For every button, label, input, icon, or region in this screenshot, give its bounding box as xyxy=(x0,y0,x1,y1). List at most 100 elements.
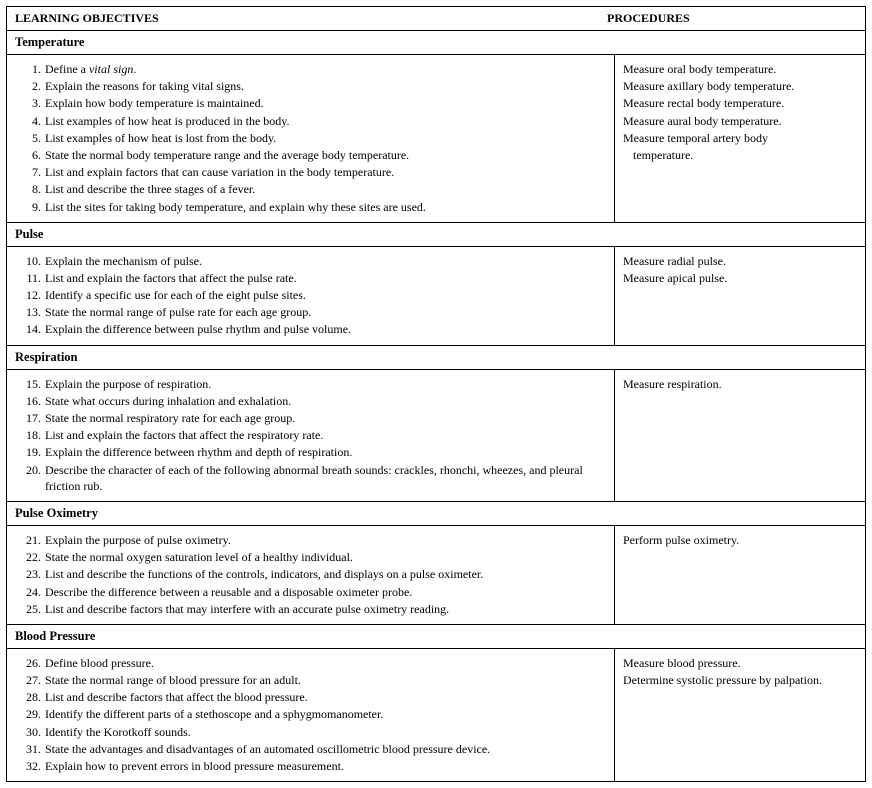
objective-item: 10.Explain the mechanism of pulse. xyxy=(23,253,606,270)
objective-item: 31.State the advantages and disadvantage… xyxy=(23,741,606,758)
objective-number: 32. xyxy=(23,758,45,774)
objective-number: 25. xyxy=(23,601,45,617)
objective-number: 7. xyxy=(23,164,45,180)
objective-number: 18. xyxy=(23,427,45,443)
objective-item: 19.Explain the difference between rhythm… xyxy=(23,444,606,461)
objective-item: 9.List the sites for taking body tempera… xyxy=(23,199,606,216)
objective-text: Identify a specific use for each of the … xyxy=(45,287,606,303)
objective-item: 3.Explain how body temperature is mainta… xyxy=(23,95,606,112)
objective-text: State the normal oxygen saturation level… xyxy=(45,549,606,565)
procedure-item: Measure axillary body temperature. xyxy=(623,78,857,95)
objective-number: 16. xyxy=(23,393,45,409)
objective-text: State the normal range of blood pressure… xyxy=(45,672,606,688)
objective-text: Explain the purpose of respiration. xyxy=(45,376,606,392)
section-title: Blood Pressure xyxy=(7,625,865,649)
objective-text: List and describe the functions of the c… xyxy=(45,566,606,582)
objective-number: 4. xyxy=(23,113,45,129)
objective-number: 30. xyxy=(23,724,45,740)
objective-text: List and describe factors that affect th… xyxy=(45,689,606,705)
objective-text: List examples of how heat is lost from t… xyxy=(45,130,606,146)
objective-number: 9. xyxy=(23,199,45,215)
objective-number: 28. xyxy=(23,689,45,705)
header-procedures: PROCEDURES xyxy=(607,11,857,26)
objective-item: 32.Explain how to prevent errors in bloo… xyxy=(23,758,606,775)
procedures-column: Measure blood pressure.Determine systoli… xyxy=(615,649,865,781)
objective-text: Identify the Korotkoff sounds. xyxy=(45,724,606,740)
objective-item: 17.State the normal respiratory rate for… xyxy=(23,410,606,427)
objective-item: 6.State the normal body temperature rang… xyxy=(23,147,606,164)
objective-text: State the normal respiratory rate for ea… xyxy=(45,410,606,426)
procedure-item: Measure aural body temperature. xyxy=(623,113,857,130)
objectives-column: 1.Define a vital sign.2.Explain the reas… xyxy=(7,55,615,222)
objective-item: 2.Explain the reasons for taking vital s… xyxy=(23,78,606,95)
objective-text: Explain the mechanism of pulse. xyxy=(45,253,606,269)
procedure-item: Measure radial pulse. xyxy=(623,253,857,270)
objective-number: 6. xyxy=(23,147,45,163)
section-body: 1.Define a vital sign.2.Explain the reas… xyxy=(7,55,865,223)
procedure-item: Measure respiration. xyxy=(623,376,857,393)
objective-item: 11.List and explain the factors that aff… xyxy=(23,270,606,287)
objective-number: 8. xyxy=(23,181,45,197)
section-body: 10.Explain the mechanism of pulse.11.Lis… xyxy=(7,247,865,346)
objective-item: 14.Explain the difference between pulse … xyxy=(23,321,606,338)
objective-item: 4.List examples of how heat is produced … xyxy=(23,113,606,130)
section-title: Temperature xyxy=(7,31,865,55)
objective-item: 30.Identify the Korotkoff sounds. xyxy=(23,724,606,741)
objective-text: Define blood pressure. xyxy=(45,655,606,671)
objective-item: 16.State what occurs during inhalation a… xyxy=(23,393,606,410)
objective-number: 24. xyxy=(23,584,45,600)
objective-number: 20. xyxy=(23,462,45,494)
procedure-item: Measure rectal body temperature. xyxy=(623,95,857,112)
objective-item: 23.List and describe the functions of th… xyxy=(23,566,606,583)
objectives-column: 15.Explain the purpose of respiration.16… xyxy=(7,370,615,501)
objectives-table: LEARNING OBJECTIVES PROCEDURES Temperatu… xyxy=(6,6,866,782)
objective-number: 27. xyxy=(23,672,45,688)
objective-item: 28.List and describe factors that affect… xyxy=(23,689,606,706)
objective-text: Explain the purpose of pulse oximetry. xyxy=(45,532,606,548)
objective-text: List and describe factors that may inter… xyxy=(45,601,606,617)
objective-number: 12. xyxy=(23,287,45,303)
objective-item: 13.State the normal range of pulse rate … xyxy=(23,304,606,321)
objective-text: Explain the difference between rhythm an… xyxy=(45,444,606,460)
objective-text: State the normal body temperature range … xyxy=(45,147,606,163)
procedure-item: Measure apical pulse. xyxy=(623,270,857,287)
objective-item: 26.Define blood pressure. xyxy=(23,655,606,672)
objective-item: 1.Define a vital sign. xyxy=(23,61,606,78)
objective-text: List and describe the three stages of a … xyxy=(45,181,606,197)
procedure-item: Measure temporal artery body xyxy=(623,130,857,147)
objective-text: List the sites for taking body temperatu… xyxy=(45,199,606,215)
objectives-column: 26.Define blood pressure.27.State the no… xyxy=(7,649,615,781)
objective-item: 25.List and describe factors that may in… xyxy=(23,601,606,618)
objective-text: List and explain the factors that affect… xyxy=(45,427,606,443)
objective-item: 21.Explain the purpose of pulse oximetry… xyxy=(23,532,606,549)
objective-text: Describe the difference between a reusab… xyxy=(45,584,606,600)
objective-item: 27.State the normal range of blood press… xyxy=(23,672,606,689)
procedure-item: Perform pulse oximetry. xyxy=(623,532,857,549)
objective-text: State the normal range of pulse rate for… xyxy=(45,304,606,320)
objective-item: 22.State the normal oxygen saturation le… xyxy=(23,549,606,566)
objective-text: State what occurs during inhalation and … xyxy=(45,393,606,409)
objective-item: 15.Explain the purpose of respiration. xyxy=(23,376,606,393)
objective-text: Describe the character of each of the fo… xyxy=(45,462,606,494)
objective-text: Explain how body temperature is maintain… xyxy=(45,95,606,111)
objective-text: Explain how to prevent errors in blood p… xyxy=(45,758,606,774)
section-body: 26.Define blood pressure.27.State the no… xyxy=(7,649,865,781)
objective-item: 24.Describe the difference between a reu… xyxy=(23,584,606,601)
objective-text: List and explain the factors that affect… xyxy=(45,270,606,286)
section-title: Pulse Oximetry xyxy=(7,502,865,526)
objective-number: 22. xyxy=(23,549,45,565)
table-header-row: LEARNING OBJECTIVES PROCEDURES xyxy=(7,7,865,31)
objectives-column: 21.Explain the purpose of pulse oximetry… xyxy=(7,526,615,624)
objective-number: 11. xyxy=(23,270,45,286)
section-body: 15.Explain the purpose of respiration.16… xyxy=(7,370,865,502)
procedure-item: Determine systolic pressure by palpation… xyxy=(623,672,857,689)
objective-number: 10. xyxy=(23,253,45,269)
objective-item: 20.Describe the character of each of the… xyxy=(23,462,606,495)
objective-text: List examples of how heat is produced in… xyxy=(45,113,606,129)
objective-item: 12.Identify a specific use for each of t… xyxy=(23,287,606,304)
section-title: Respiration xyxy=(7,346,865,370)
objective-item: 7.List and explain factors that can caus… xyxy=(23,164,606,181)
objective-number: 1. xyxy=(23,61,45,77)
procedure-item: temperature. xyxy=(623,147,857,164)
objective-number: 26. xyxy=(23,655,45,671)
